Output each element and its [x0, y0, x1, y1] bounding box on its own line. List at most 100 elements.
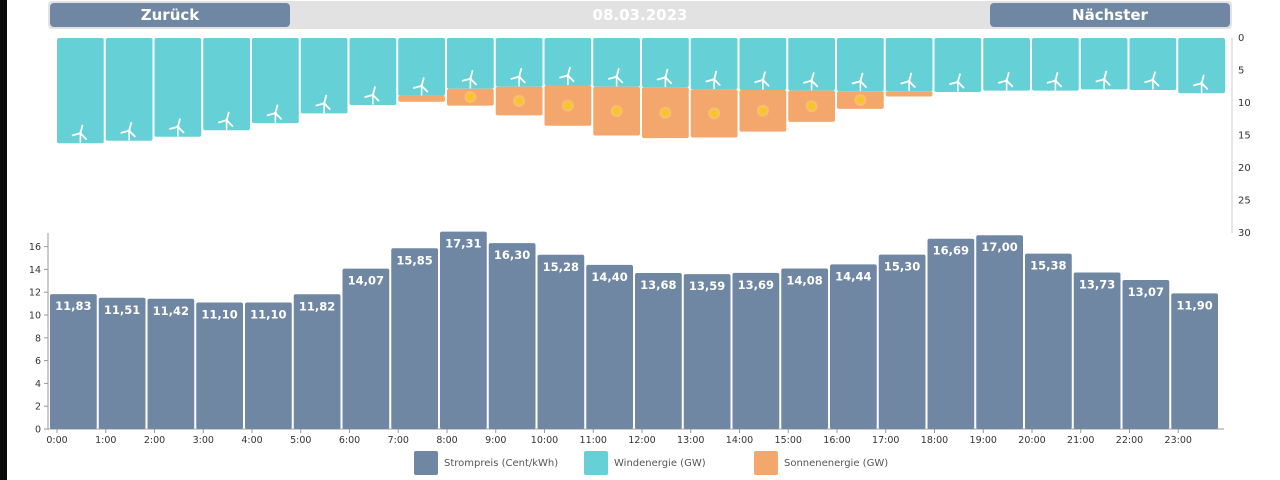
price-bar-label: 16,69	[933, 244, 969, 258]
price-x-tick-label: 8:00	[436, 435, 457, 446]
current-date: 08.03.2023	[592, 6, 688, 24]
price-bar	[781, 268, 828, 429]
energy-y-tick-label: 25	[1238, 196, 1251, 207]
price-bar-label: 15,85	[396, 253, 432, 267]
price-y-tick-label: 16	[29, 242, 41, 253]
price-bar	[586, 264, 633, 429]
sun-core	[613, 107, 621, 115]
price-x-tick-label: 7:00	[388, 435, 409, 446]
price-x-tick-label: 2:00	[144, 435, 165, 446]
wind-bar	[1032, 38, 1079, 91]
price-bar	[245, 302, 292, 429]
sun-core	[710, 109, 718, 117]
price-bar-label: 13,69	[738, 278, 774, 292]
price-bar	[147, 298, 195, 429]
price-x-tick-label: 22:00	[1116, 435, 1143, 446]
energy-y-tick-label: 0	[1238, 33, 1244, 44]
price-x-tick-label: 10:00	[531, 435, 558, 446]
price-bar-label: 11,42	[153, 304, 189, 318]
energy-y-tick-label: 5	[1238, 66, 1244, 77]
price-bar	[683, 274, 731, 429]
energy-y-tick-label: 10	[1238, 98, 1251, 109]
wind-turbine-icon	[510, 68, 526, 87]
sun-core	[856, 96, 864, 104]
price-bar	[635, 273, 682, 429]
sun-core	[661, 109, 669, 117]
price-bar-label: 15,28	[543, 260, 579, 274]
price-bar	[878, 254, 926, 429]
price-y-tick-label: 14	[29, 265, 41, 276]
energy-y-tick-label: 30	[1238, 228, 1251, 239]
price-bar	[732, 272, 780, 429]
price-y-tick-label: 10	[29, 311, 41, 322]
wind-bar	[300, 38, 348, 114]
price-bar-label: 11,51	[104, 303, 140, 317]
wind-bar	[105, 38, 153, 141]
wind-turbine-icon	[71, 124, 87, 144]
legend-item-price: Strompreis (Cent/kWh)	[414, 451, 559, 475]
legend-label-price: Strompreis (Cent/kWh)	[444, 457, 559, 469]
price-bar-label: 13,73	[1079, 277, 1115, 291]
wind-bar	[885, 38, 933, 92]
price-x-tick-label: 18:00	[921, 435, 948, 446]
wind-bar	[154, 38, 202, 137]
legend-swatch-solar	[754, 451, 778, 475]
solar-bar	[885, 91, 933, 97]
legend-label-wind: Windenergie (GW)	[614, 457, 706, 469]
price-bar	[391, 248, 438, 429]
wind-bar	[739, 38, 787, 90]
wind-turbine-icon	[705, 70, 721, 90]
price-bar-label: 14,08	[786, 273, 822, 287]
price-bar-label: 13,07	[1128, 285, 1164, 299]
wind-bar	[57, 38, 104, 144]
price-bar-label: 14,44	[835, 269, 871, 283]
price-bar	[537, 254, 585, 429]
price-bar-label: 15,38	[1030, 259, 1066, 273]
next-button[interactable]: Nächster	[990, 3, 1230, 27]
wind-bar	[349, 38, 397, 105]
price-x-tick-label: 12:00	[628, 435, 655, 446]
price-x-tick-label: 0:00	[46, 435, 67, 446]
price-y-tick-label: 12	[29, 288, 41, 299]
price-bar-label: 11,10	[250, 307, 286, 321]
sun-core	[759, 107, 767, 115]
wind-bar	[447, 38, 494, 89]
price-bar	[342, 268, 390, 429]
price-x-tick-label: 17:00	[872, 435, 899, 446]
price-bar	[1025, 253, 1072, 429]
wind-bar	[1080, 38, 1128, 90]
price-bar-label: 17,31	[445, 237, 481, 251]
price-x-tick-label: 23:00	[1165, 435, 1192, 446]
price-x-tick-label: 11:00	[580, 435, 607, 446]
wind-turbine-icon	[900, 72, 916, 92]
price-x-tick-label: 9:00	[485, 435, 506, 446]
price-bar-label: 14,07	[348, 274, 384, 288]
legend-item-wind: Windenergie (GW)	[584, 451, 706, 475]
price-bar	[293, 294, 341, 429]
wind-turbine-icon	[1192, 74, 1209, 94]
wind-bar	[1178, 38, 1225, 94]
price-bar-label: 11,10	[201, 307, 237, 321]
price-x-tick-label: 15:00	[775, 435, 802, 446]
wind-turbine-icon	[949, 73, 965, 92]
price-y-tick-label: 2	[35, 402, 41, 413]
wind-turbine-icon	[802, 72, 819, 91]
wind-bar	[983, 38, 1030, 91]
price-bar	[196, 302, 243, 429]
wind-bar	[642, 38, 689, 88]
price-y-tick-label: 4	[35, 379, 41, 390]
price-x-tick-label: 20:00	[1018, 435, 1045, 446]
wind-turbine-icon	[559, 66, 575, 86]
wind-bar	[934, 38, 982, 92]
price-x-tick-label: 6:00	[339, 435, 360, 446]
price-bar-label: 13,59	[689, 279, 725, 293]
price-bar-label: 11,90	[1176, 298, 1212, 312]
price-x-tick-label: 19:00	[970, 435, 997, 446]
price-x-tick-label: 13:00	[677, 435, 704, 446]
price-x-tick-label: 16:00	[823, 435, 850, 446]
back-button[interactable]: Zurück	[50, 3, 290, 27]
price-bar	[976, 235, 1023, 429]
wind-turbine-icon	[754, 71, 770, 90]
wind-bar	[203, 38, 250, 131]
